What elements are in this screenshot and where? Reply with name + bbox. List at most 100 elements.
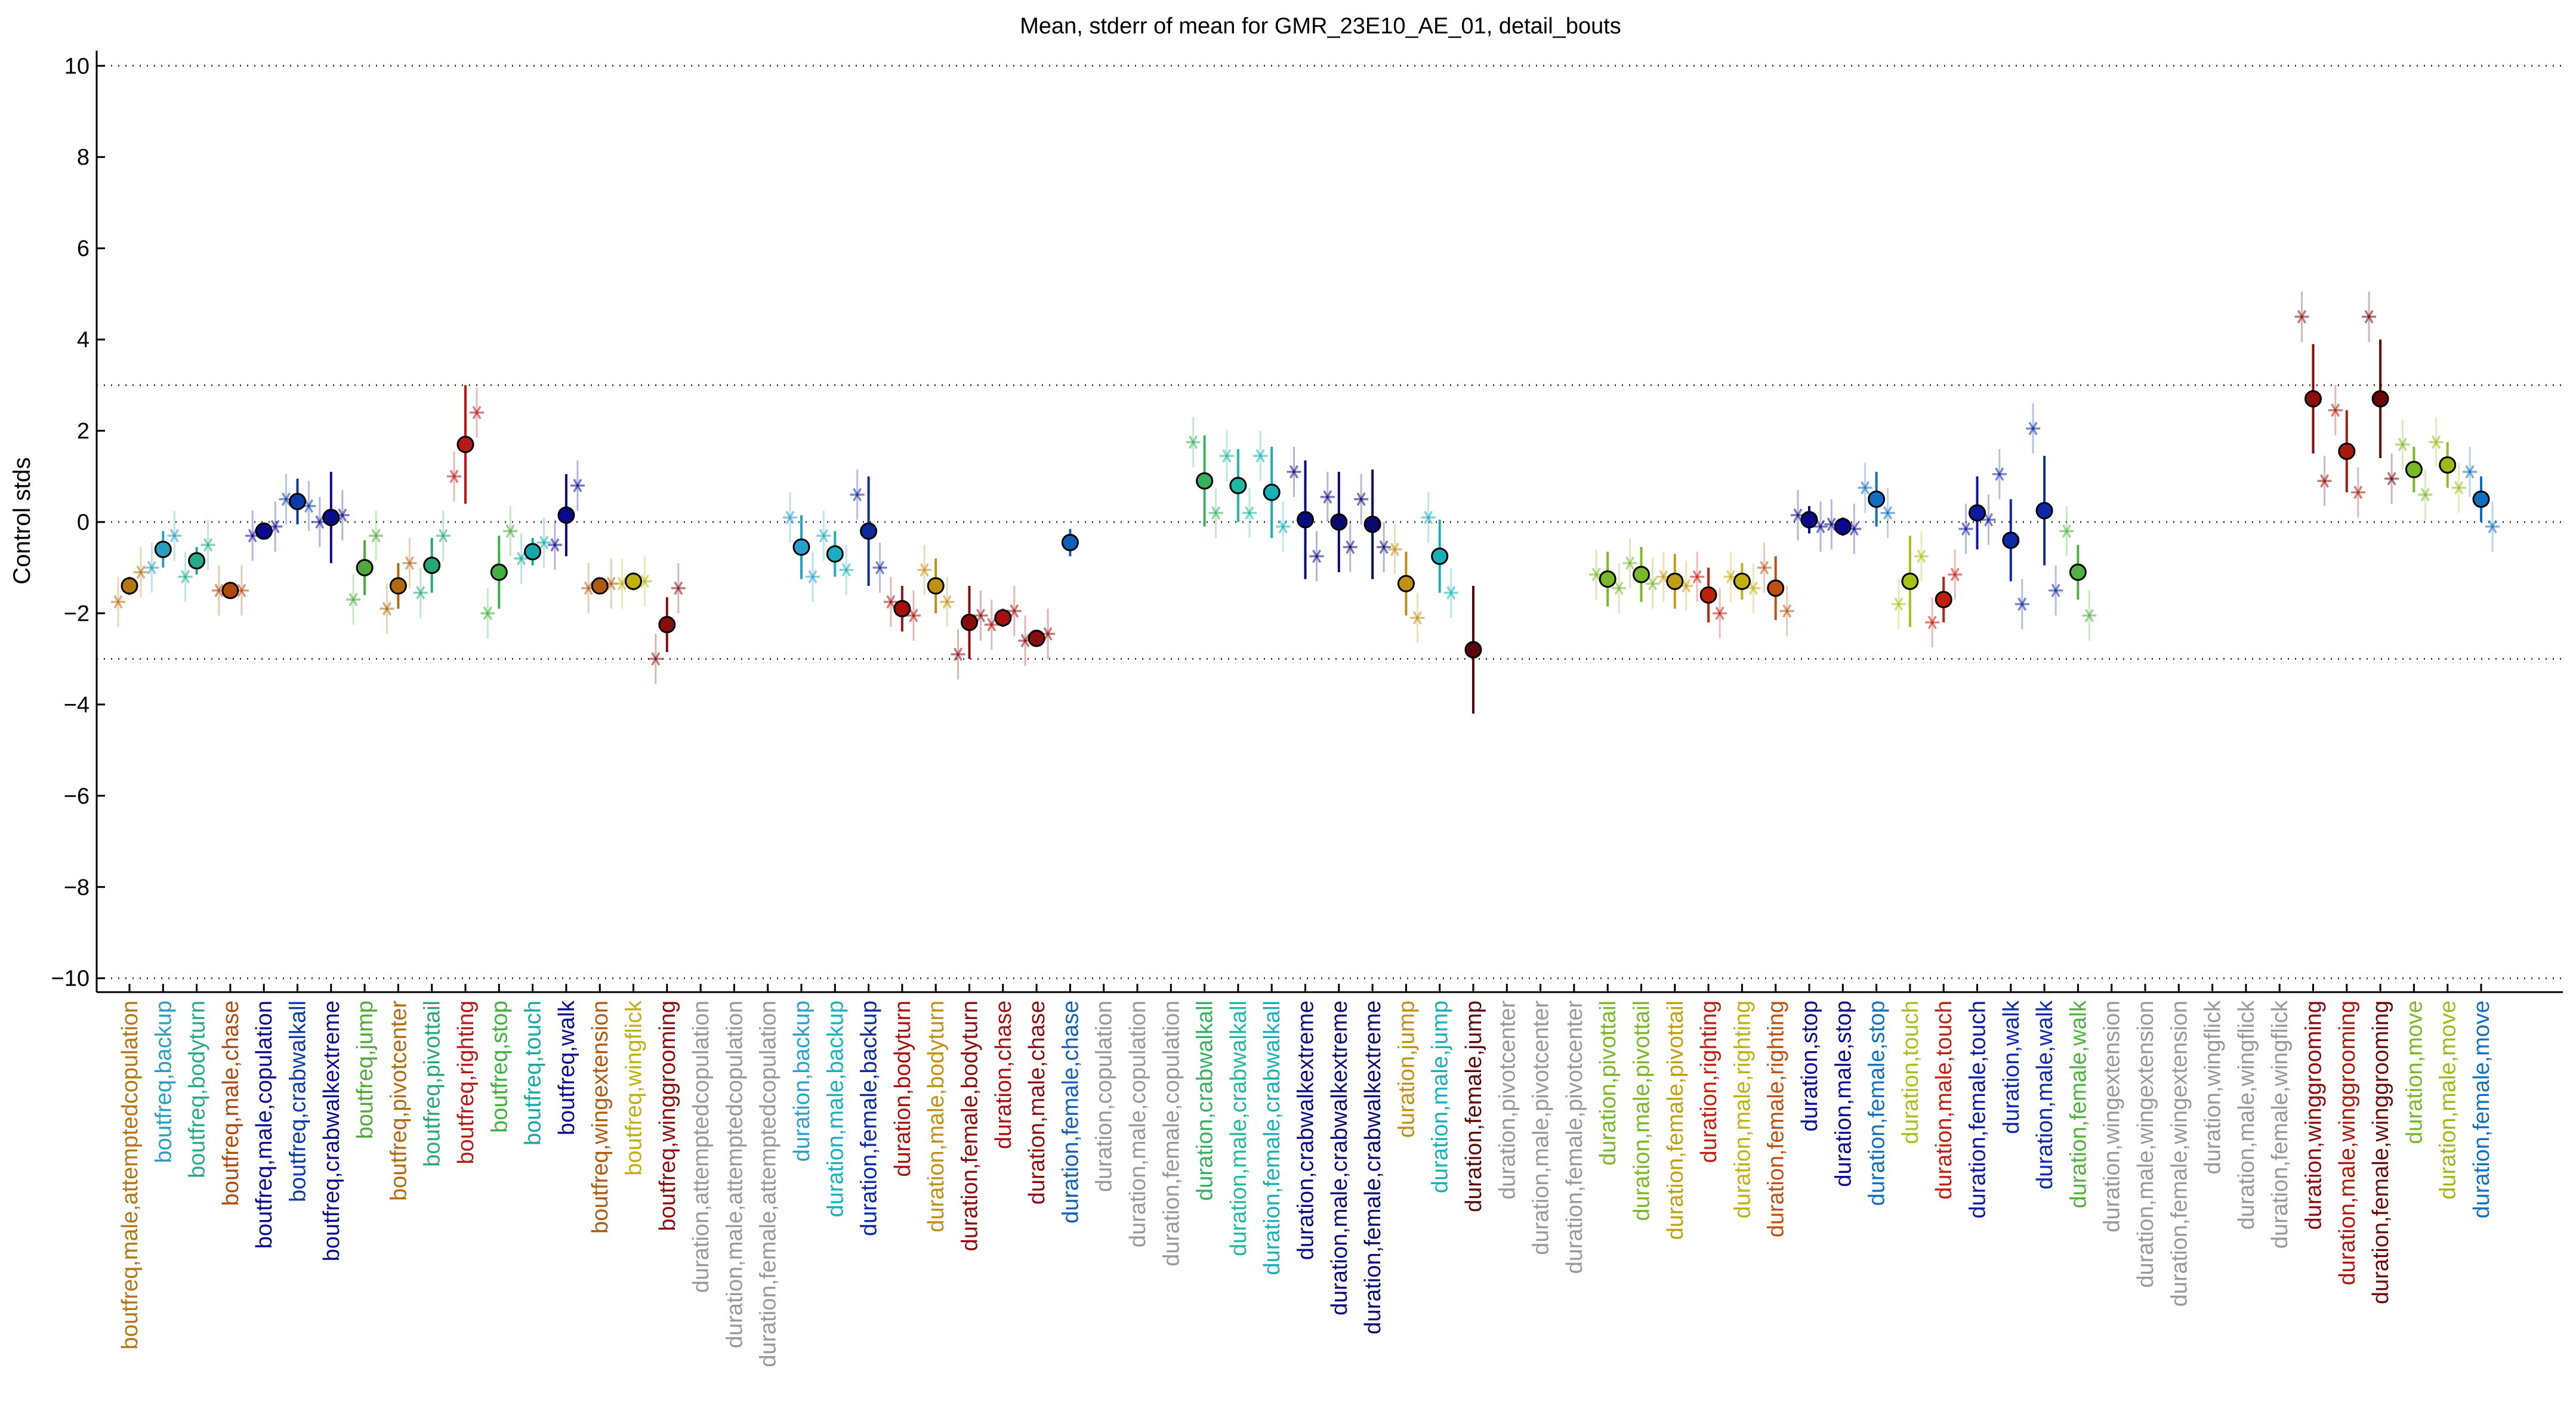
x-tick-label: boutfreq,male,attemptedcopulation [118,1000,143,1349]
individual-point [514,551,529,566]
individual-point [973,609,988,623]
x-tick-label: duration,male,crabwalkall [1226,1000,1251,1256]
x-tick-label: duration,righting [1696,1000,1722,1163]
x-tick-label: duration,male,crabwalkextreme [1327,1000,1352,1315]
individual-point [1354,492,1369,507]
x-tick-label: duration,male,chase [1025,1000,1050,1205]
mean-marker [221,582,239,600]
x-tick-label: duration,female,winggrooming [2368,1000,2393,1304]
mean-marker [1330,513,1348,531]
mean-marker [1901,572,1919,590]
x-tick-label: boutfreq,pivotcenter [386,1000,411,1201]
x-tick-label: boutfreq,wingflick [622,1000,647,1176]
mean-marker [2304,390,2322,408]
x-tick-label: duration,female,pivotcenter [1562,1000,1587,1274]
mean-marker [1733,572,1751,590]
x-tick-label: duration,female,copulation [1159,1000,1184,1267]
individual-point [167,529,182,543]
mean-marker [792,538,810,556]
mean-marker [188,552,206,570]
mean-marker [2338,442,2356,460]
individual-point [783,511,797,524]
individual-point [1208,506,1223,520]
x-tick-label: boutfreq,righting [454,1000,479,1165]
axes: −10 −8 −6 −4 −2 0 2 4 6 8 10 [51,51,2563,993]
mean-marker [927,577,945,595]
mean-marker [961,613,978,631]
individual-point [1779,604,1794,618]
x-tick-label: duration,male,jump [1428,1000,1453,1193]
individual-point [380,602,394,616]
mean-marker [1431,547,1449,565]
individual-point [470,406,484,419]
individual-point [1410,611,1425,625]
mean-marker [1633,566,1650,583]
x-tick-label: boutfreq,jump [353,1000,378,1139]
x-tick-label: boutfreq,touch [521,1000,546,1145]
individual-point [806,570,820,584]
individual-point [1746,581,1761,595]
mean-marker [1834,518,1852,536]
individual-point [1612,581,1627,595]
individual-point [883,595,898,609]
individual-point [1690,570,1705,584]
individual-point [1813,520,1828,533]
mean-marker [1229,477,1247,495]
mean-marker [1297,511,1314,529]
y-tick-label: 0 [77,510,90,535]
mean-marker [2035,502,2053,520]
individual-point [178,570,193,584]
mean-marker [1800,511,1818,529]
individual-point [111,595,125,609]
individual-point [1387,542,1402,557]
x-tick-label: duration,male,attemptedcopulation [722,1000,747,1348]
x-tick-label: duration,female,jump [1461,1000,1486,1212]
mean-marker [1196,472,1214,490]
x-tick-label: boutfreq,backup [151,1000,176,1163]
data-points [111,291,2500,714]
individual-point [1253,449,1268,463]
mean-marker [456,436,474,453]
individual-point [1320,490,1335,504]
mean-marker [423,557,441,575]
individual-point [2059,524,2074,538]
x-tick-label: duration,move [2402,1000,2427,1144]
x-tick-label: duration,female,backup [857,1000,882,1236]
individual-point [402,556,417,570]
x-tick-label: duration,female,pivottail [1663,1000,1688,1240]
individual-point [850,487,865,502]
individual-point [940,595,955,609]
mean-marker [2069,563,2087,581]
mean-marker [1935,591,1952,609]
mean-marker [1061,533,1079,551]
x-tick-label: duration,male,backup [823,1000,848,1217]
mean-marker [893,600,911,617]
individual-point [906,609,921,623]
x-tick-label: duration,stop [1797,1000,1822,1132]
x-tick-label: duration,male,touch [1932,1000,1957,1200]
individual-point [1858,481,1872,495]
mean-marker [1666,572,1684,590]
individual-point [2328,403,2343,417]
individual-point [984,617,999,632]
individual-point [648,652,663,666]
x-tick-label: duration,male,bodyturn [924,1000,949,1233]
individual-point [1622,556,1637,570]
individual-point [1645,576,1660,591]
mean-marker [625,572,642,590]
individual-point [2429,435,2444,449]
x-tick-label: duration,touch [1898,1000,1923,1144]
individual-point [1948,567,1963,582]
x-tick-label: duration,female,crabwalkextreme [1361,1000,1386,1335]
mean-marker [1969,504,1986,522]
y-tick-label: 6 [77,236,90,261]
x-tick-label: duration,chase [991,1000,1016,1149]
reference-lines [97,64,2563,980]
x-tick-label: duration,female,touch [1966,1000,1991,1218]
individual-point [436,529,451,543]
mean-marker [826,545,844,563]
x-tick-label: duration,pivotcenter [1495,1000,1520,1200]
mean-marker [1464,641,1482,659]
individual-point [2294,310,2309,324]
